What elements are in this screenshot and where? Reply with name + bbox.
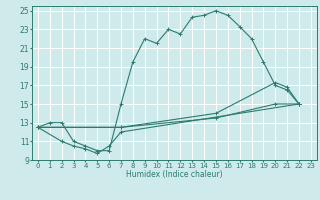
X-axis label: Humidex (Indice chaleur): Humidex (Indice chaleur) bbox=[126, 170, 223, 179]
